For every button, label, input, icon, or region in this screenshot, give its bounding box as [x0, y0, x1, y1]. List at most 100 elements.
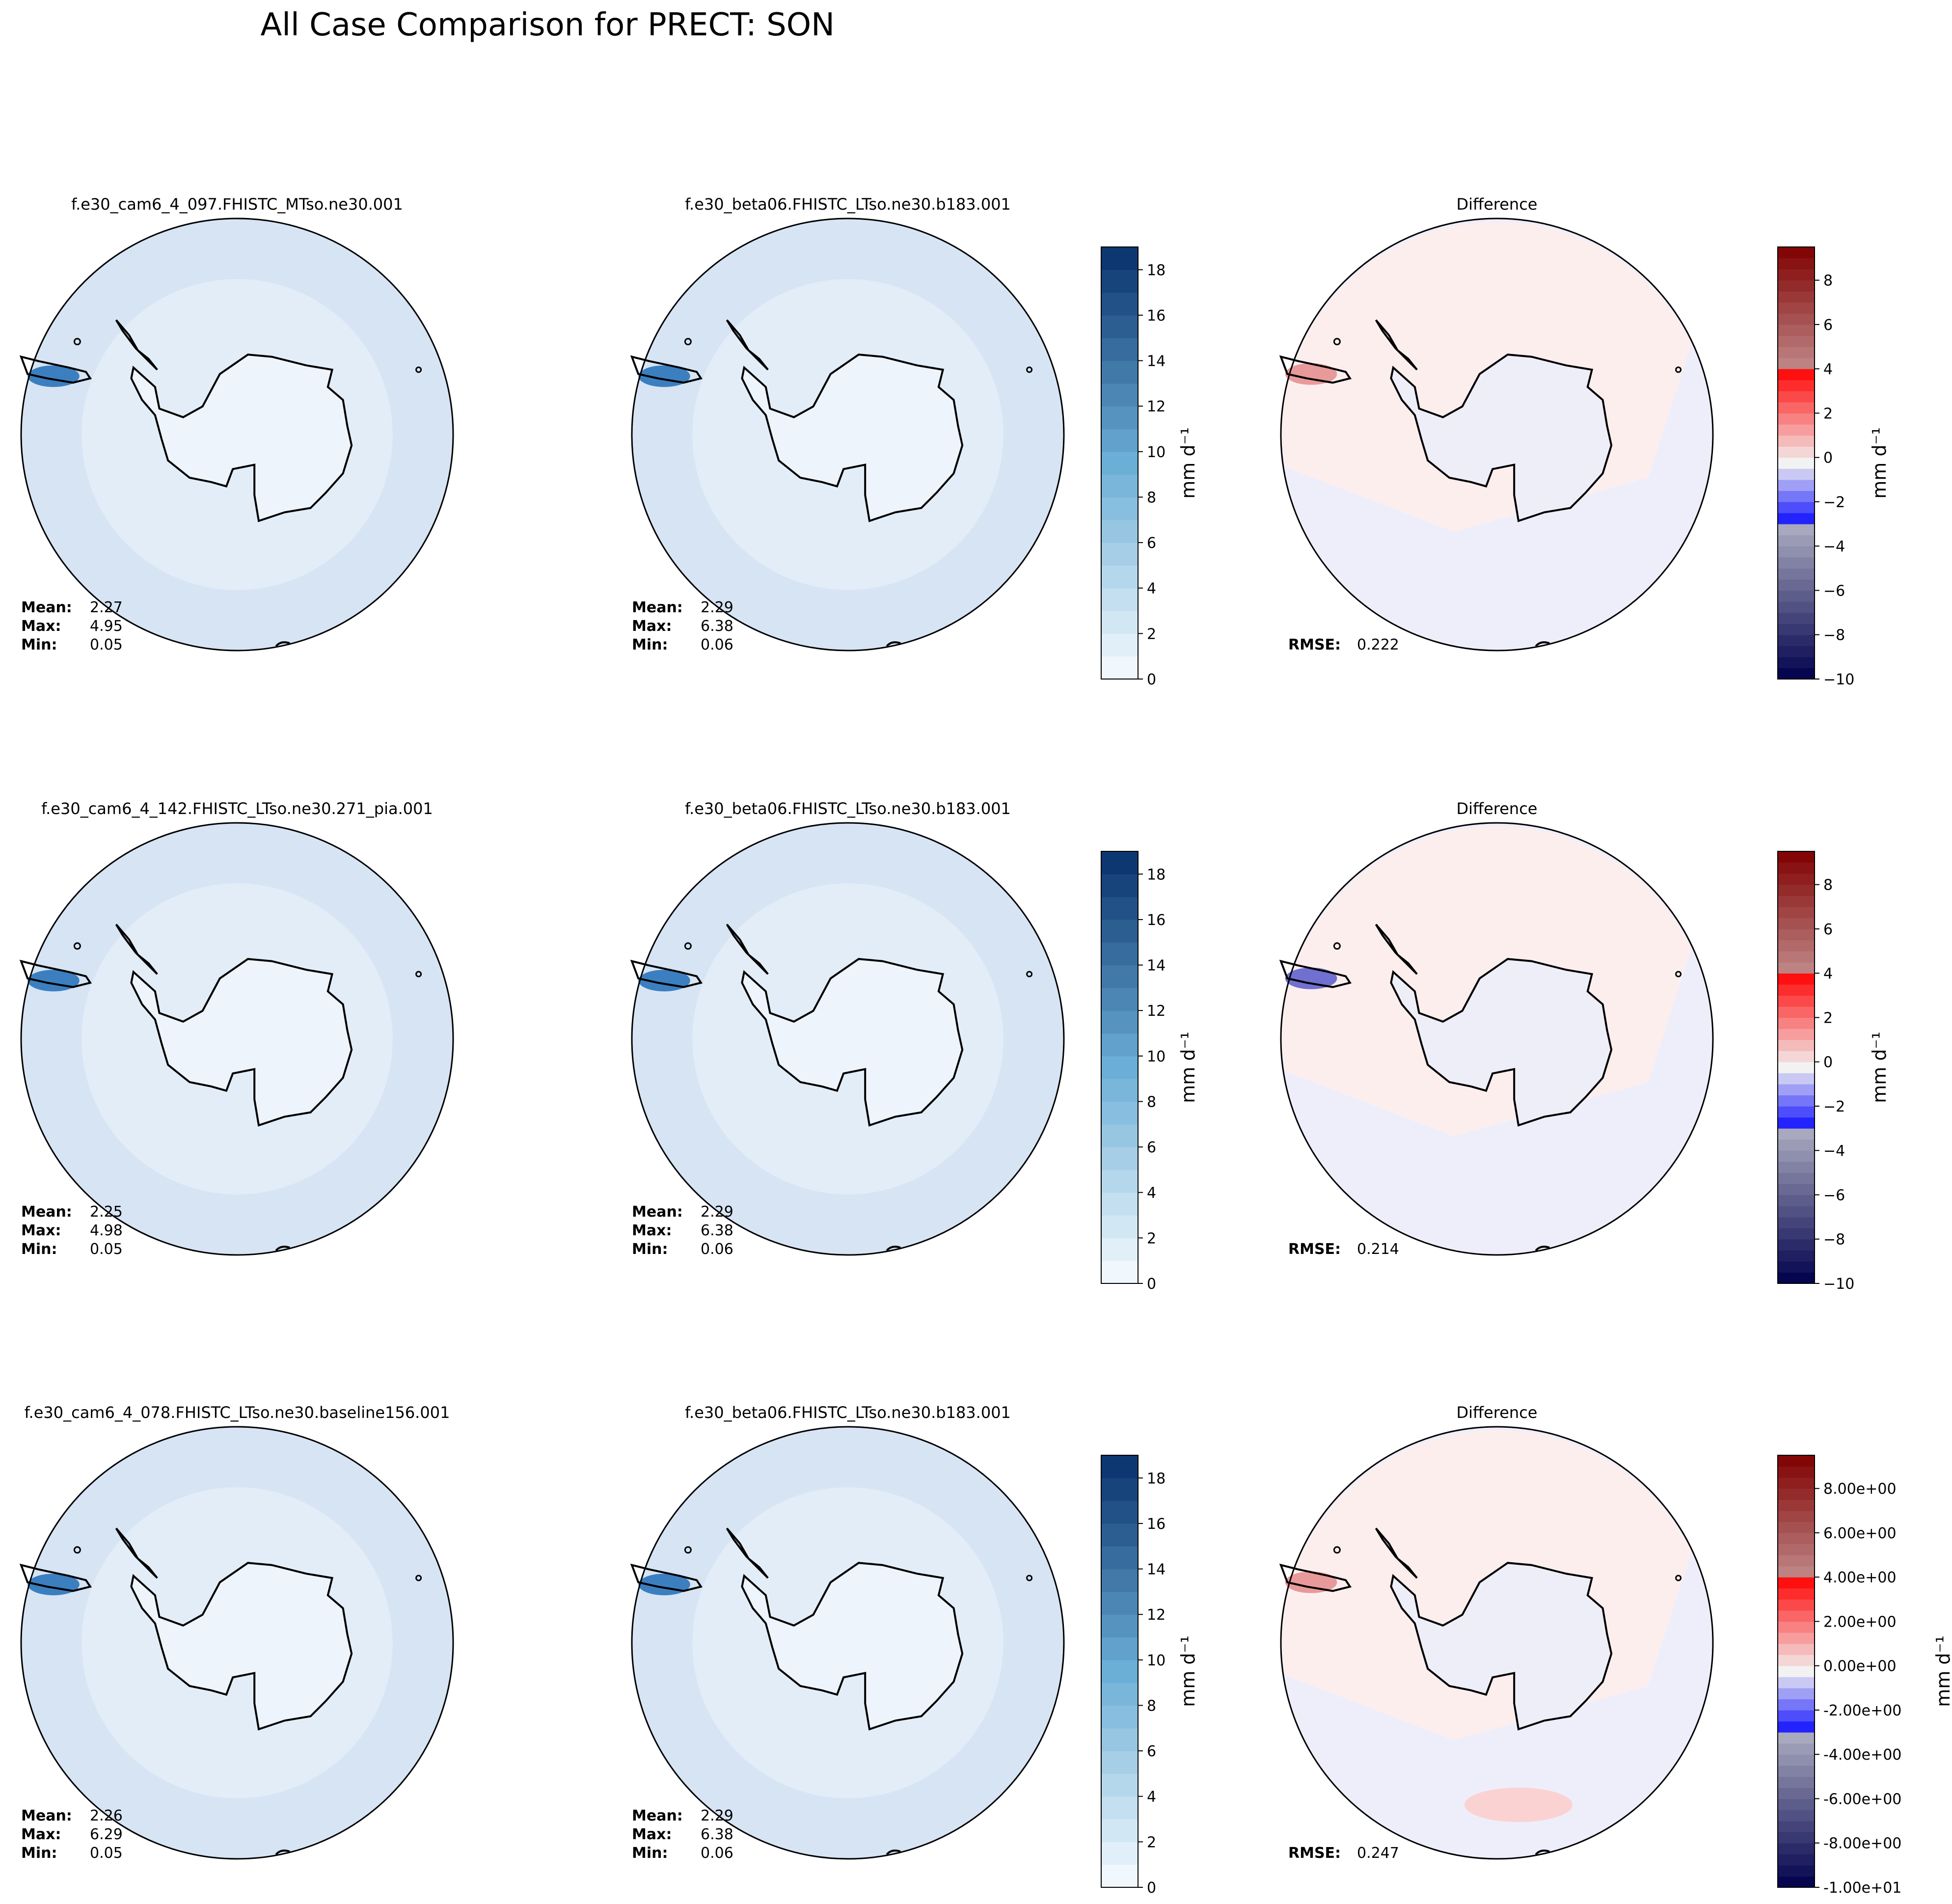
colorbar-segment [1778, 435, 1815, 447]
colorbar-segment [1778, 1017, 1815, 1029]
south-america-coastline [630, 959, 703, 988]
stat-value: 0.247 [1357, 1845, 1399, 1862]
map-boundary [20, 1426, 454, 1860]
australia-coastline [1535, 1246, 1550, 1251]
antarctica-coastline [130, 958, 353, 1127]
colorbar-segment [1778, 1172, 1815, 1184]
peninsula-coastline [1375, 1527, 1418, 1579]
colorbar-units-label: mm d⁻¹ [1869, 1032, 1890, 1103]
precip-colorbar: 0 2 4 6 8 10 12 14 16 18 mm d⁻¹ [1101, 1455, 1199, 1897]
colorbar-segment [1778, 1195, 1815, 1206]
colorbar-tick-label: 10 [1147, 1048, 1166, 1065]
colorbar-segment [1778, 1250, 1815, 1262]
colorbar-frame [1777, 1455, 1815, 1888]
colorbar-segment [1778, 347, 1815, 358]
antarctica-coastline [741, 958, 964, 1127]
antarctica-coastline [130, 354, 353, 522]
colorbar-tick-label: 18 [1147, 866, 1166, 883]
antarctica-coastline [130, 1562, 353, 1731]
island-coastline [415, 366, 422, 373]
colorbar-tick-label: −4 [1823, 1142, 1845, 1160]
antarctica-coastline [741, 1562, 964, 1731]
colorbar-segment [1778, 646, 1815, 657]
colorbar-segment [1101, 247, 1138, 270]
panel-title: f.e30_cam6_4_078.FHISTC_LTso.ne30.baseli… [24, 1403, 450, 1422]
stat-label: Min: [632, 1241, 668, 1258]
colorbar-segment [1778, 1544, 1815, 1555]
colorbar-tick-label: 4.00e+00 [1823, 1569, 1897, 1586]
colorbar-tick-label: −4 [1823, 538, 1845, 555]
colorbar-units-label: mm d⁻¹ [1177, 1635, 1199, 1707]
colorbar-segment [1778, 324, 1815, 336]
colorbar-tick-label: −8 [1823, 1231, 1845, 1249]
panel-title: Difference [1456, 195, 1538, 214]
colorbar-segment [1778, 984, 1815, 996]
peninsula-anomaly [1285, 967, 1337, 989]
colorbar-segment [1778, 1522, 1815, 1533]
diff-map [1279, 1426, 1714, 1860]
colorbar-segment [1101, 1010, 1138, 1034]
colorbar-tick-label: -2.00e+00 [1823, 1702, 1901, 1719]
colorbar-segment [1778, 1843, 1815, 1854]
colorbar-segment [1101, 474, 1138, 498]
island-coastline [415, 971, 422, 978]
antarctica-coastline [1390, 958, 1613, 1127]
stat-value: 2.29 [701, 1807, 733, 1824]
stat-label: Max: [21, 1222, 61, 1239]
colorbar-segment [1778, 1665, 1815, 1677]
stat-line: Mean: 2.25 [21, 1203, 123, 1222]
south-america-coastline [19, 1563, 92, 1592]
stat-line: Min: 0.05 [21, 636, 123, 654]
colorbar-tick-label: 14 [1147, 1561, 1166, 1578]
drake-anomaly [1464, 1787, 1572, 1822]
south-america-coastline [1279, 1563, 1352, 1592]
island-coastline [1026, 971, 1033, 978]
island-coastline [1333, 338, 1341, 346]
colorbar-frame [1101, 246, 1139, 680]
peninsula-anomaly [1285, 363, 1337, 385]
stat-value: 6.38 [701, 1222, 733, 1239]
map-boundary [20, 218, 454, 652]
stat-value: 0.06 [701, 1241, 733, 1258]
colorbar-frame [1101, 1455, 1139, 1888]
colorbar-segment [1778, 1721, 1815, 1733]
colorbar-tick-label: -8.00e+00 [1823, 1835, 1901, 1852]
stat-line: Mean: 2.29 [632, 598, 733, 617]
colorbar-segment [1101, 1546, 1138, 1570]
stat-label: Mean: [632, 1807, 683, 1824]
colorbar-tick-label: 4 [1147, 1185, 1156, 1202]
antarctica-coastline [1390, 354, 1613, 522]
colorbar-segment [1101, 1819, 1138, 1842]
colorbar-segment [1778, 247, 1815, 259]
colorbar-segment [1101, 987, 1138, 1011]
stat-value: 0.05 [90, 636, 123, 653]
stat-line: Max: 4.98 [21, 1222, 123, 1240]
peninsula-coastline [115, 1527, 158, 1579]
peninsula-coastline [726, 319, 769, 371]
panel-title: f.e30_cam6_4_142.FHISTC_LTso.ne30.271_pi… [41, 799, 433, 818]
antarctica-coastline [1390, 1562, 1613, 1731]
colorbar-segment [1778, 1821, 1815, 1832]
colorbar-segment [1778, 568, 1815, 580]
colorbar-tick-label: 0 [1823, 1054, 1833, 1071]
south-america-coastline [19, 355, 92, 384]
stat-label: Mean: [21, 1807, 72, 1824]
colorbar-tick-label: 4 [1823, 965, 1833, 982]
colorbar-segment [1101, 1170, 1138, 1193]
colorbar-segment [1778, 335, 1815, 347]
colorbar-segment [1101, 1056, 1138, 1079]
antarctica-coastline [741, 354, 964, 522]
test-map [19, 218, 454, 652]
colorbar-segment [1778, 1261, 1815, 1273]
colorbar-segment [1778, 557, 1815, 569]
colorbar-segment [1778, 1117, 1815, 1129]
colorbar-tick-label: 8 [1147, 489, 1156, 506]
stat-line: Max: 4.95 [21, 617, 123, 636]
colorbar-segment [1778, 1272, 1815, 1284]
stat-line: Min: 0.05 [21, 1844, 123, 1863]
colorbar-segment [1778, 1477, 1815, 1489]
stat-value: 2.26 [90, 1807, 123, 1824]
colorbar-segment [1101, 1637, 1138, 1660]
colorbar-segment [1101, 1192, 1138, 1216]
stat-label: Mean: [632, 1203, 683, 1221]
